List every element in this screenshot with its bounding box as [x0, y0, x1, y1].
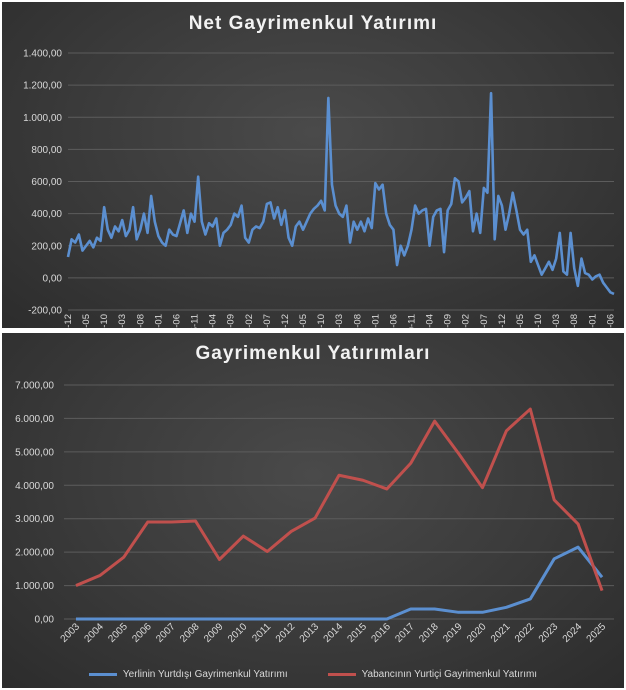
y-tick-label: 6.000,00: [15, 414, 54, 425]
x-tick-label: 2015: [346, 621, 370, 645]
x-tick-label: 2021-09: [443, 314, 454, 328]
x-tick-label: 2018-05: [298, 314, 309, 328]
y-tick-label: 2.000,00: [15, 548, 54, 559]
x-tick-label: 2022-12: [497, 314, 508, 328]
x-tick-label: 2006: [130, 621, 154, 645]
x-tick-label: 2019-03: [334, 314, 345, 328]
x-tick-label: 2017-07: [262, 314, 273, 328]
x-tick-label: 2004: [82, 621, 106, 645]
x-tick-label: 2024: [561, 621, 585, 645]
y-tick-label: 0,00: [43, 273, 63, 284]
series-line: [75, 407, 604, 592]
x-tick-label: 2021: [489, 621, 513, 645]
net-investment-chart-panel: Net Gayrimenkul Yatırımı -200,00 0,00 200,…: [2, 2, 624, 328]
x-tick-label: 2019-08: [352, 314, 363, 328]
y-tick-label: 1.000,00: [15, 581, 54, 592]
x-tick-label: 2023-10: [533, 314, 544, 328]
x-tick-label: 2017-12: [280, 314, 291, 328]
x-tick-label: 2020-11: [407, 314, 418, 328]
x-tick-label: 2015-11: [190, 314, 201, 328]
legend-swatch: [327, 673, 356, 676]
legend-item-foreign: Yabancının Yurtiçi Gayrimenkul Yatırımı: [327, 669, 538, 680]
x-tick-label: 2020: [465, 621, 489, 645]
x-tick-label: 2010: [226, 621, 250, 645]
x-tick-label: 2022-02: [461, 314, 472, 328]
x-tick-label: 2017: [393, 621, 417, 645]
x-tick-label: 2024-03: [551, 314, 562, 328]
legend-label: Yabancının Yurtiçi Gayrimenkul Yatırımı: [361, 669, 538, 680]
x-tick-label: 2022-07: [479, 314, 490, 328]
x-tick-label: 2015-06: [171, 314, 182, 328]
y-tick-label: 3.000,00: [15, 514, 54, 525]
y-tick-label: 1.200,00: [23, 81, 62, 92]
x-tick-label: 2014: [322, 621, 346, 645]
legend-label: Yerlinin Yurtdışı Gayrimenkul Yatırımı: [122, 669, 288, 680]
x-tick-label: 2016-09: [226, 314, 237, 328]
x-tick-label: 2019: [441, 621, 465, 645]
x-tick-label: 2014-08: [135, 314, 146, 328]
x-tick-label: 2020-06: [388, 314, 399, 328]
y-tick-label: 800,00: [31, 145, 62, 156]
real-estate-investments-chart-panel: Gayrimenkul Yatırımları 0,00 1.000,00 2.00…: [2, 333, 624, 688]
x-tick-label: 2025: [585, 621, 609, 645]
x-tick-label: 2016: [369, 621, 393, 645]
chart-title: Net Gayrimenkul Yatırımı: [188, 13, 438, 34]
x-tick-label: 2025-01: [587, 314, 598, 328]
series-line: [75, 545, 604, 621]
x-tick-label: 2018-10: [316, 314, 327, 328]
y-tick-label: 1.400,00: [23, 49, 62, 60]
x-tick-label: 2023-05: [515, 314, 526, 328]
net-investment-chart: -200,00 0,00 200,00 400,00 600,00 800,00 1.000…: [23, 49, 616, 329]
x-tick-label: 2011: [250, 621, 273, 644]
y-tick-label: 200,00: [31, 241, 62, 252]
real-estate-investments-chart: 0,00 1.000,00 2.000,00 3.000,00 4.000,00 5.00…: [15, 381, 614, 645]
x-tick-label: 2012-12: [63, 314, 74, 328]
x-tick-label: 2013: [298, 621, 322, 645]
y-tick-label: -200,00: [28, 306, 62, 317]
x-tick-label: 2021-04: [425, 314, 436, 328]
x-tick-label: 2013-10: [99, 314, 110, 328]
x-tick-label: 2005: [106, 621, 130, 645]
x-tick-label: 2009: [202, 621, 226, 645]
y-tick-label: 7.000,00: [15, 381, 54, 392]
x-tick-label: 2007: [154, 621, 178, 645]
x-tick-label: 2008: [178, 621, 202, 645]
series-line: [66, 91, 615, 296]
y-tick-label: 1.000,00: [23, 113, 62, 124]
x-tick-label: 2018: [417, 621, 441, 645]
x-tick-label: 2013-05: [81, 314, 92, 328]
x-tick-label: 2024-08: [569, 314, 580, 328]
legend: Yerlinin Yurtdışı Gayrimenkul Yatırımı Y…: [2, 669, 624, 680]
x-tick-label: 2003: [59, 621, 83, 645]
x-tick-label: 2022: [513, 621, 537, 645]
y-tick-label: 400,00: [31, 209, 62, 220]
x-tick-label: 2017-02: [244, 314, 255, 328]
x-tick-label: 2015-01: [153, 314, 164, 328]
legend-item-domestic: Yerlinin Yurtdışı Gayrimenkul Yatırımı: [88, 669, 288, 680]
x-tick-label: 2012: [274, 621, 298, 645]
x-tick-label: 2016-04: [208, 314, 219, 328]
legend-swatch: [88, 673, 117, 676]
y-tick-label: 600,00: [31, 177, 62, 188]
x-tick-label: 2025-06: [605, 314, 616, 328]
x-tick-label: 2023: [537, 621, 561, 645]
x-tick-label: 2014-03: [117, 314, 128, 328]
chart-title: Gayrimenkul Yatırımları: [195, 343, 431, 364]
x-tick-label: 2020-01: [370, 314, 381, 328]
y-tick-label: 5.000,00: [15, 447, 54, 458]
y-tick-label: 4.000,00: [15, 481, 54, 492]
y-tick-label: 0,00: [35, 615, 55, 626]
